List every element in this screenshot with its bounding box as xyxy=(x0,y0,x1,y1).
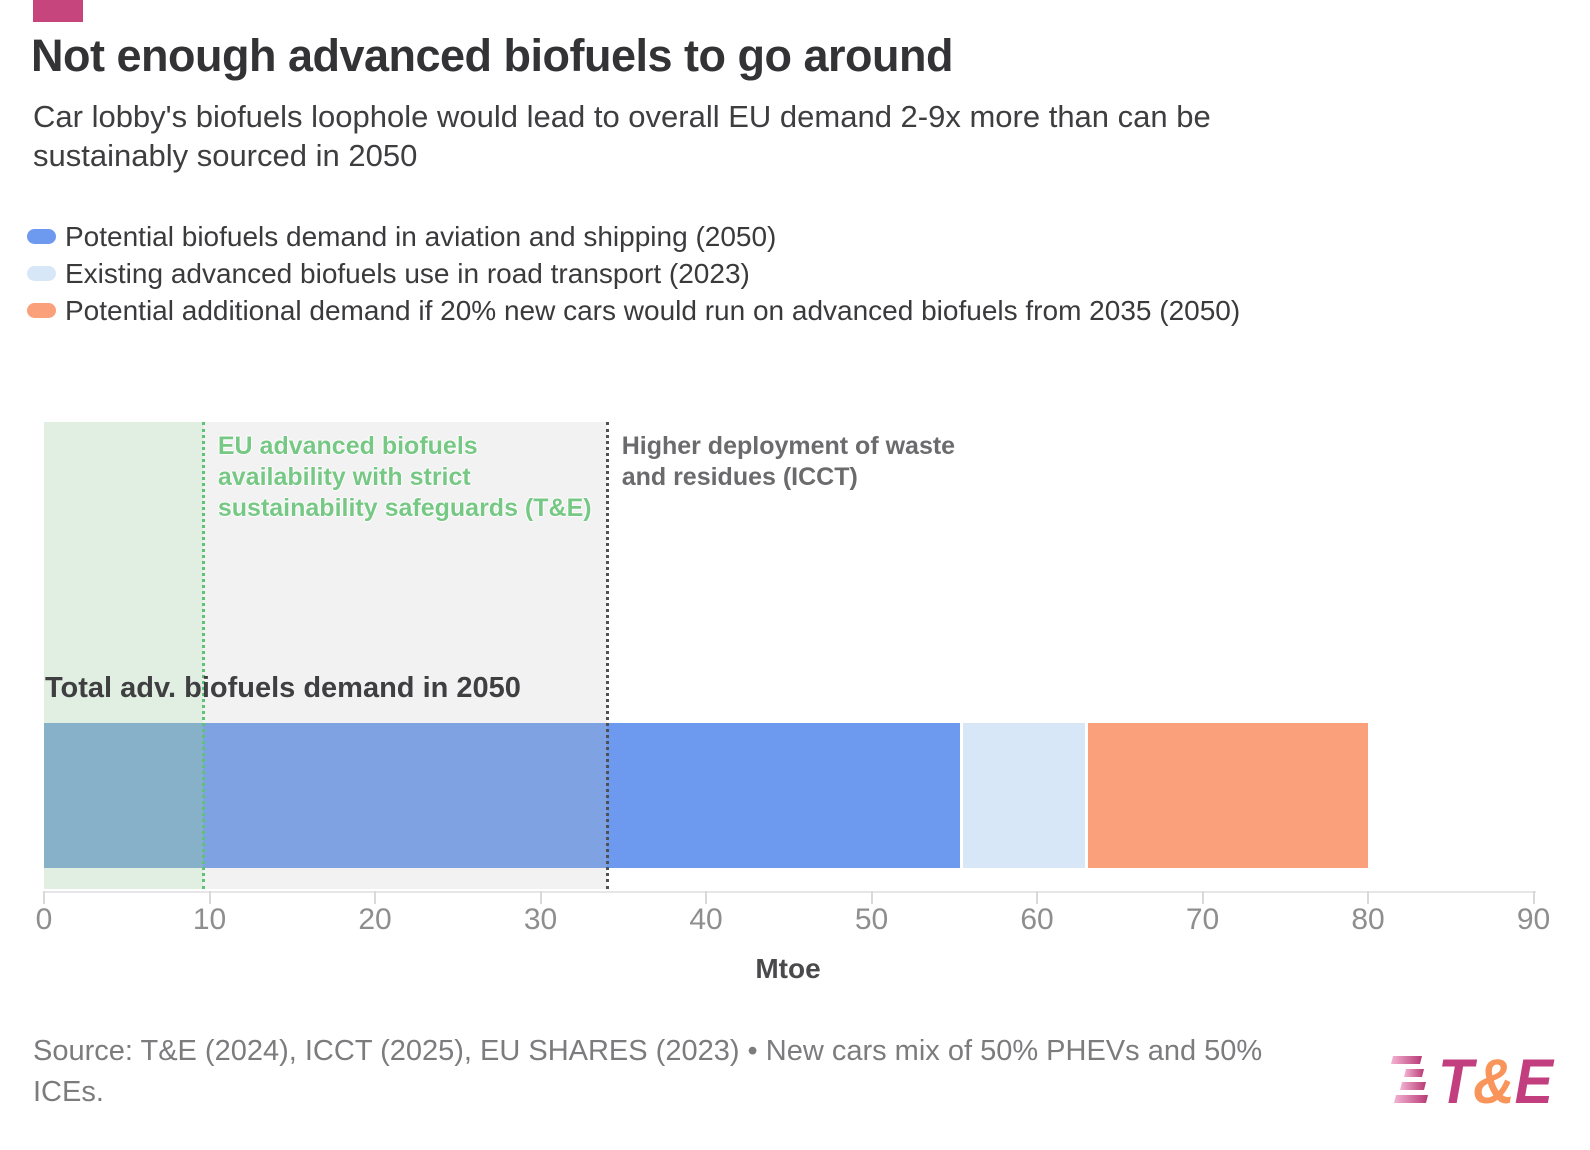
legend-label: Potential additional demand if 20% new c… xyxy=(65,294,1241,326)
subtitle-line: Car lobby's biofuels loophole would lead… xyxy=(33,99,1211,134)
x-axis-tick xyxy=(705,891,707,904)
subtitle-line: sustainably sourced in 2050 xyxy=(33,138,418,173)
legend-item-existing-road: Existing advanced biofuels use in road t… xyxy=(27,255,1240,292)
x-axis-tick xyxy=(374,891,376,904)
region-line-icct-waste-residues xyxy=(605,422,609,889)
x-axis-tick-label: 80 xyxy=(1351,903,1385,936)
x-axis-line xyxy=(44,891,1536,893)
te-logo: T&E xyxy=(1391,1047,1555,1108)
x-axis-tick-label: 0 xyxy=(35,903,53,936)
legend-item-additional-cars: Potential additional demand if 20% new c… xyxy=(27,292,1240,329)
te-logo-text: T&E xyxy=(1438,1047,1555,1108)
accent-bar xyxy=(33,0,83,22)
legend-label: Existing advanced biofuels use in road t… xyxy=(65,257,750,289)
region-label-icct-waste-residues: Higher deployment of waste and residues (… xyxy=(622,431,955,493)
x-axis-tick xyxy=(208,891,211,904)
page-title: Not enough advanced biofuels to go aroun… xyxy=(31,30,954,81)
logo-ampersand: & xyxy=(1473,1047,1515,1108)
bar-segment-1 xyxy=(962,723,1086,868)
legend-swatch-additional-cars xyxy=(27,303,56,318)
bar-segment-2 xyxy=(1088,723,1368,868)
logo-letter-e: E xyxy=(1515,1047,1555,1108)
region-label-line: availability with strict xyxy=(217,463,471,491)
legend: Potential biofuels demand in aviation an… xyxy=(27,218,1240,329)
x-axis-tick-label: 40 xyxy=(689,903,723,936)
x-axis-tick-label: 70 xyxy=(1185,903,1220,936)
x-axis-tick xyxy=(1367,891,1369,904)
bar-category-label: Total adv. biofuels demand in 2050 xyxy=(45,672,521,704)
x-axis-tick xyxy=(870,891,873,904)
region-tint-te-sustainable-availability xyxy=(44,723,203,868)
page-subtitle: Car lobby's biofuels loophole would lead… xyxy=(33,97,1211,175)
x-axis-tick xyxy=(1532,891,1535,904)
te-logo-stripes-icon xyxy=(1391,1056,1428,1103)
x-axis-title: Mtoe xyxy=(755,953,821,984)
region-label-te-sustainable-availability: EU advanced biofuels availability with st… xyxy=(218,431,592,524)
legend-label: Potential biofuels demand in aviation an… xyxy=(65,220,777,252)
region-line-te-sustainable-availability xyxy=(201,422,205,889)
x-axis-tick xyxy=(539,891,542,904)
region-label-line: and residues (ICCT) xyxy=(621,463,858,491)
legend-swatch-existing-road xyxy=(27,266,56,281)
source-note: Source: T&E (2024), ICCT (2025), EU SHAR… xyxy=(33,1031,1262,1113)
x-axis-tick xyxy=(1201,891,1204,904)
x-axis-tick xyxy=(43,891,45,904)
bar-segment-0 xyxy=(44,723,960,868)
region-label-line: Higher deployment of waste xyxy=(621,432,956,460)
logo-letter-t: T xyxy=(1438,1047,1477,1108)
region-tint-icct-waste-residues xyxy=(44,723,607,868)
source-line: Source: T&E (2024), ICCT (2025), EU SHAR… xyxy=(33,1035,1263,1067)
x-axis-tick xyxy=(1036,891,1038,904)
legend-item-aviation-shipping: Potential biofuels demand in aviation an… xyxy=(27,218,1240,255)
x-axis-tick-label: 20 xyxy=(358,903,392,936)
x-axis-tick-label: 50 xyxy=(854,903,889,936)
source-line: ICEs. xyxy=(33,1076,104,1108)
x-axis-tick-label: 60 xyxy=(1020,903,1054,936)
region-label-line: sustainability safeguards (T&E) xyxy=(217,494,592,522)
x-axis-tick-label: 30 xyxy=(523,903,558,936)
x-axis-tick-label: 90 xyxy=(1516,903,1551,936)
legend-swatch-aviation-shipping xyxy=(27,229,56,244)
region-label-line: EU advanced biofuels xyxy=(217,432,478,460)
x-axis-tick-label: 10 xyxy=(192,903,227,936)
